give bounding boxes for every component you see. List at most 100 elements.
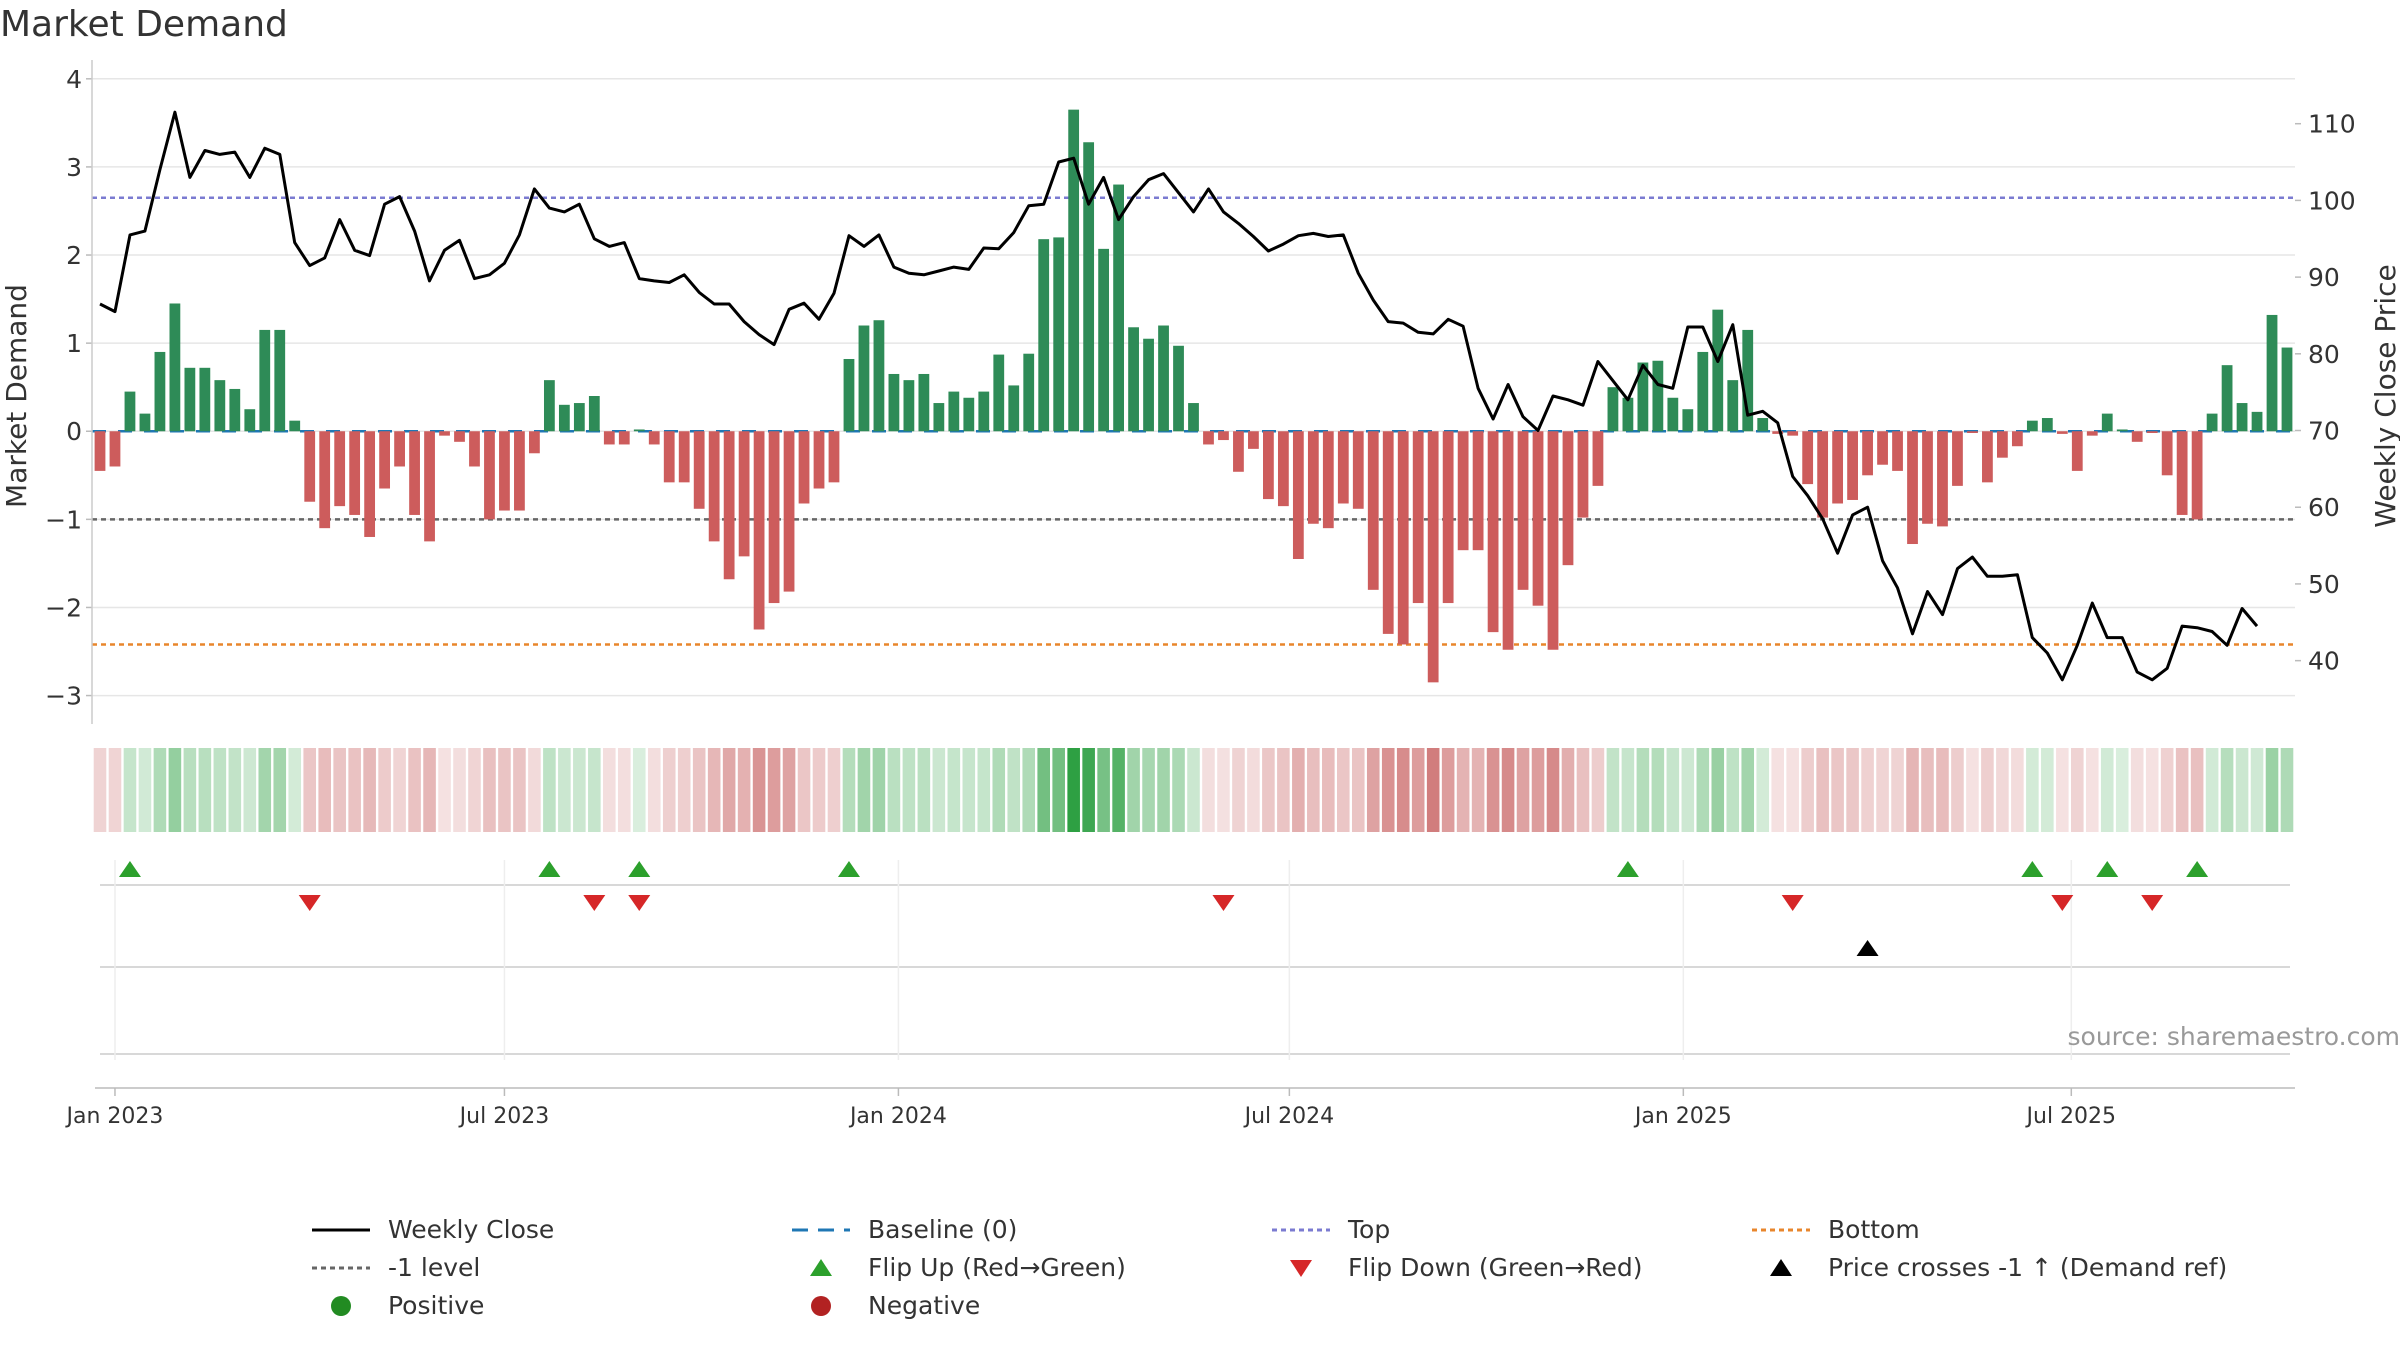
dotted-swatch-icon xyxy=(1270,1218,1332,1242)
heat-cell xyxy=(273,748,287,832)
heat-cell xyxy=(2220,748,2234,832)
heat-cell xyxy=(1172,748,1185,832)
demand-bar-negative xyxy=(1922,431,1933,524)
legend-flip-down: Flip Down (Green→Red) xyxy=(1270,1253,1643,1282)
heat-cell xyxy=(168,748,182,832)
heat-cell xyxy=(93,748,107,832)
heat-cell xyxy=(662,748,676,832)
demand-bar-negative xyxy=(1502,431,1514,650)
demand-bar-negative xyxy=(1787,431,1799,436)
demand-bar-negative xyxy=(1802,431,1814,485)
demand-bar-positive xyxy=(289,420,301,432)
demand-bar-positive xyxy=(214,380,226,432)
y-right-tick-label: 60 xyxy=(2308,493,2340,522)
heat-cell xyxy=(2011,748,2024,832)
demand-bar-negative xyxy=(454,431,465,442)
y-left-tick-label: 4 xyxy=(66,65,82,94)
flip-up-marker xyxy=(2096,861,2119,877)
heat-strip xyxy=(93,748,2294,832)
demand-bar-positive xyxy=(1023,353,1035,432)
demand-bar-negative xyxy=(813,431,825,489)
heat-cell xyxy=(498,748,511,832)
price-line-layer xyxy=(99,110,2259,682)
demand-bar-positive xyxy=(1742,329,1754,432)
weekly-close-line xyxy=(99,110,2259,682)
demand-bar-negative xyxy=(1952,431,1963,486)
flip-up-marker xyxy=(2021,861,2044,877)
demand-bar-negative xyxy=(723,431,735,580)
y-right-tick-label: 50 xyxy=(2308,570,2340,599)
demand-bar-negative xyxy=(1772,431,1784,434)
heat-cell xyxy=(1112,748,1125,832)
demand-bar-negative xyxy=(2011,431,2023,447)
heat-cell xyxy=(1037,748,1050,832)
demand-bar-negative xyxy=(678,431,690,483)
demand-bar-negative xyxy=(2146,431,2158,434)
heat-cell xyxy=(1351,748,1365,832)
demand-bar-positive xyxy=(1757,418,1769,432)
heat-cell xyxy=(1651,748,1665,832)
dotted-swatch-icon xyxy=(1750,1218,1812,1242)
heat-cell xyxy=(1486,748,1500,832)
demand-bar-positive xyxy=(154,351,166,432)
chart-title: Market Demand xyxy=(0,4,288,45)
demand-bar-positive xyxy=(1158,325,1169,432)
heat-cell xyxy=(213,748,227,832)
source-credit: source: sharemaestro.com xyxy=(2067,1022,2400,1051)
heat-cell xyxy=(138,748,152,832)
heat-cell xyxy=(1187,748,1200,832)
dash-swatch-icon xyxy=(790,1218,852,1242)
heat-cell xyxy=(2160,748,2174,832)
demand-bar-negative xyxy=(2056,431,2068,434)
demand-bar-positive xyxy=(1098,248,1110,432)
heat-cell xyxy=(1906,748,1919,832)
demand-bar-positive xyxy=(2281,347,2293,432)
heat-cell xyxy=(393,748,406,832)
heat-cell xyxy=(1022,748,1036,832)
heat-cell xyxy=(1756,748,1770,832)
demand-bar-negative xyxy=(618,431,630,445)
legend-label: Baseline (0) xyxy=(868,1215,1018,1244)
heat-cell xyxy=(647,748,661,832)
demand-bar-negative xyxy=(1248,431,1259,449)
heat-cell xyxy=(1666,748,1680,832)
heat-cell xyxy=(2280,748,2294,832)
heat-cell xyxy=(1996,748,2009,832)
heat-cell xyxy=(1396,748,1410,832)
demand-bar-positive xyxy=(244,409,256,432)
heat-cell xyxy=(258,748,272,832)
heat-cell xyxy=(1711,748,1725,832)
heat-cell xyxy=(513,748,526,832)
demand-bar-positive xyxy=(1682,409,1694,432)
demand-bar-negative xyxy=(1367,431,1379,590)
demand-bar-negative xyxy=(2161,431,2173,476)
heat-cell xyxy=(1801,748,1814,832)
triangle-up-icon xyxy=(790,1256,852,1280)
demand-bar-positive xyxy=(573,403,585,432)
flip-up-marker xyxy=(538,861,561,877)
heat-cell xyxy=(1636,748,1650,832)
heat-cell xyxy=(1606,748,1620,832)
demand-bar-positive xyxy=(1128,327,1139,432)
demand-bar-positive xyxy=(2266,314,2278,432)
heat-cell xyxy=(1471,748,1485,832)
y-right-tick-label: 40 xyxy=(2308,647,2340,676)
demand-bar-positive xyxy=(1053,237,1065,432)
heat-cell xyxy=(588,748,601,832)
y-left-tick-label: 3 xyxy=(66,153,82,182)
demand-bar-negative xyxy=(109,431,121,467)
demand-bar-negative xyxy=(1322,431,1334,529)
demand-bar-negative xyxy=(484,431,495,520)
heat-cell xyxy=(483,748,496,832)
heat-cell xyxy=(1292,748,1305,832)
demand-bar-negative xyxy=(1877,431,1888,465)
legend-label: Weekly Close xyxy=(388,1215,555,1244)
heat-cell xyxy=(1007,748,1021,832)
heat-cell xyxy=(1981,748,1994,832)
legend-negative: Negative xyxy=(790,1291,980,1320)
heat-cell xyxy=(1741,748,1755,832)
heat-cell xyxy=(453,748,466,832)
heat-cell xyxy=(917,748,931,832)
demand-bar-negative xyxy=(1412,431,1424,604)
heat-cell xyxy=(2190,748,2204,832)
